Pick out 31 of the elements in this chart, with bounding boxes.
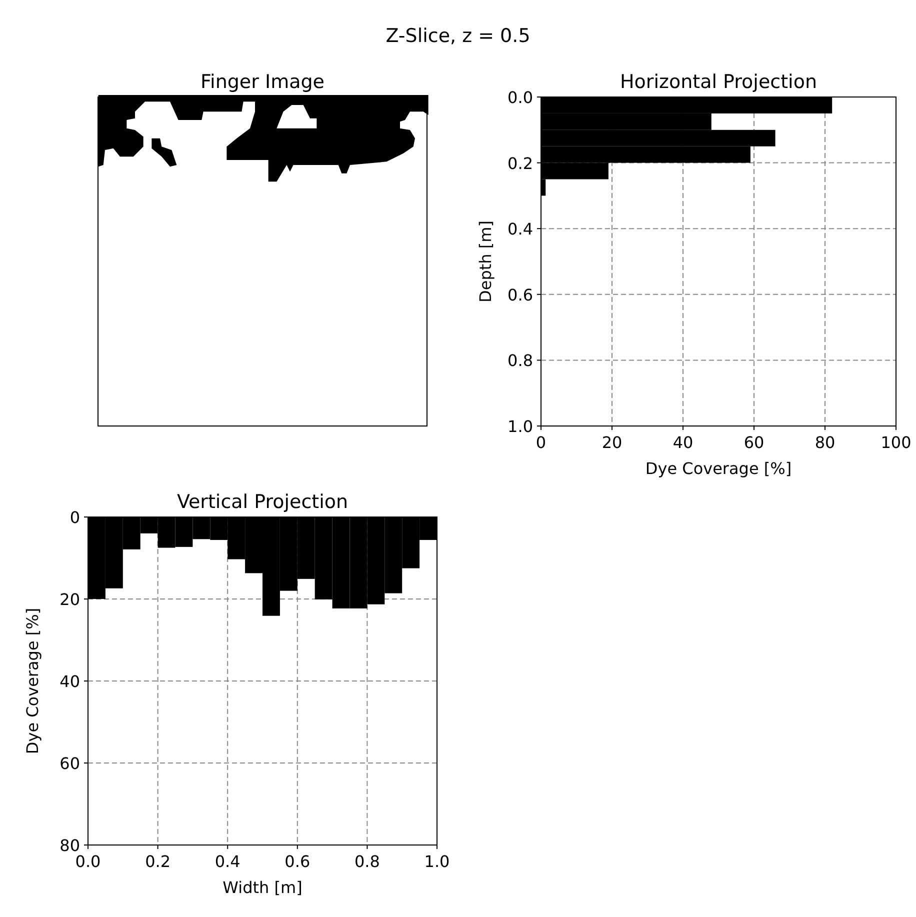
y-axis-title: Dye Coverage [%] [23, 608, 42, 754]
y-axis-title: Depth [m] [476, 220, 495, 302]
x-axis-title: Width [m] [222, 878, 302, 897]
y-tick-label: 0.4 [508, 220, 533, 239]
x-tick-label: 0.6 [284, 852, 310, 871]
y-tick-label: 0 [70, 508, 80, 527]
chart-title: Vertical Projection [176, 491, 348, 513]
x-tick-label: 80 [814, 433, 836, 452]
x-tick-label: 0.4 [214, 852, 240, 871]
y-tick-label: 40 [60, 672, 80, 691]
y-tick-label: 1.0 [508, 417, 533, 436]
x-axis-title: Dye Coverage [%] [645, 459, 792, 478]
x-tick-label: 20 [602, 433, 622, 452]
text: Finger Image [200, 71, 324, 93]
y-tick-label: 0.8 [508, 351, 533, 370]
y-tick-label: 20 [60, 590, 80, 609]
y-tick-label: 0.0 [508, 88, 533, 107]
chart-title: Horizontal Projection [620, 71, 818, 93]
x-tick-label: 40 [672, 433, 694, 452]
x-tick-label: 0.8 [354, 852, 380, 871]
y-tick-label: 0.6 [508, 285, 533, 304]
x-tick-label: 60 [744, 433, 764, 452]
x-tick-label: 0.2 [145, 852, 171, 871]
text: Z-Slice, z = 0.5 [386, 25, 530, 47]
x-tick-label: 1.0 [424, 852, 450, 871]
x-tick-label: 0 [536, 433, 546, 452]
x-tick-label: 100 [880, 433, 912, 452]
y-tick-label: 0.2 [508, 154, 533, 173]
y-tick-label: 80 [60, 836, 80, 855]
x-tick-label: 0.0 [75, 852, 101, 871]
y-tick-label: 60 [60, 754, 80, 773]
